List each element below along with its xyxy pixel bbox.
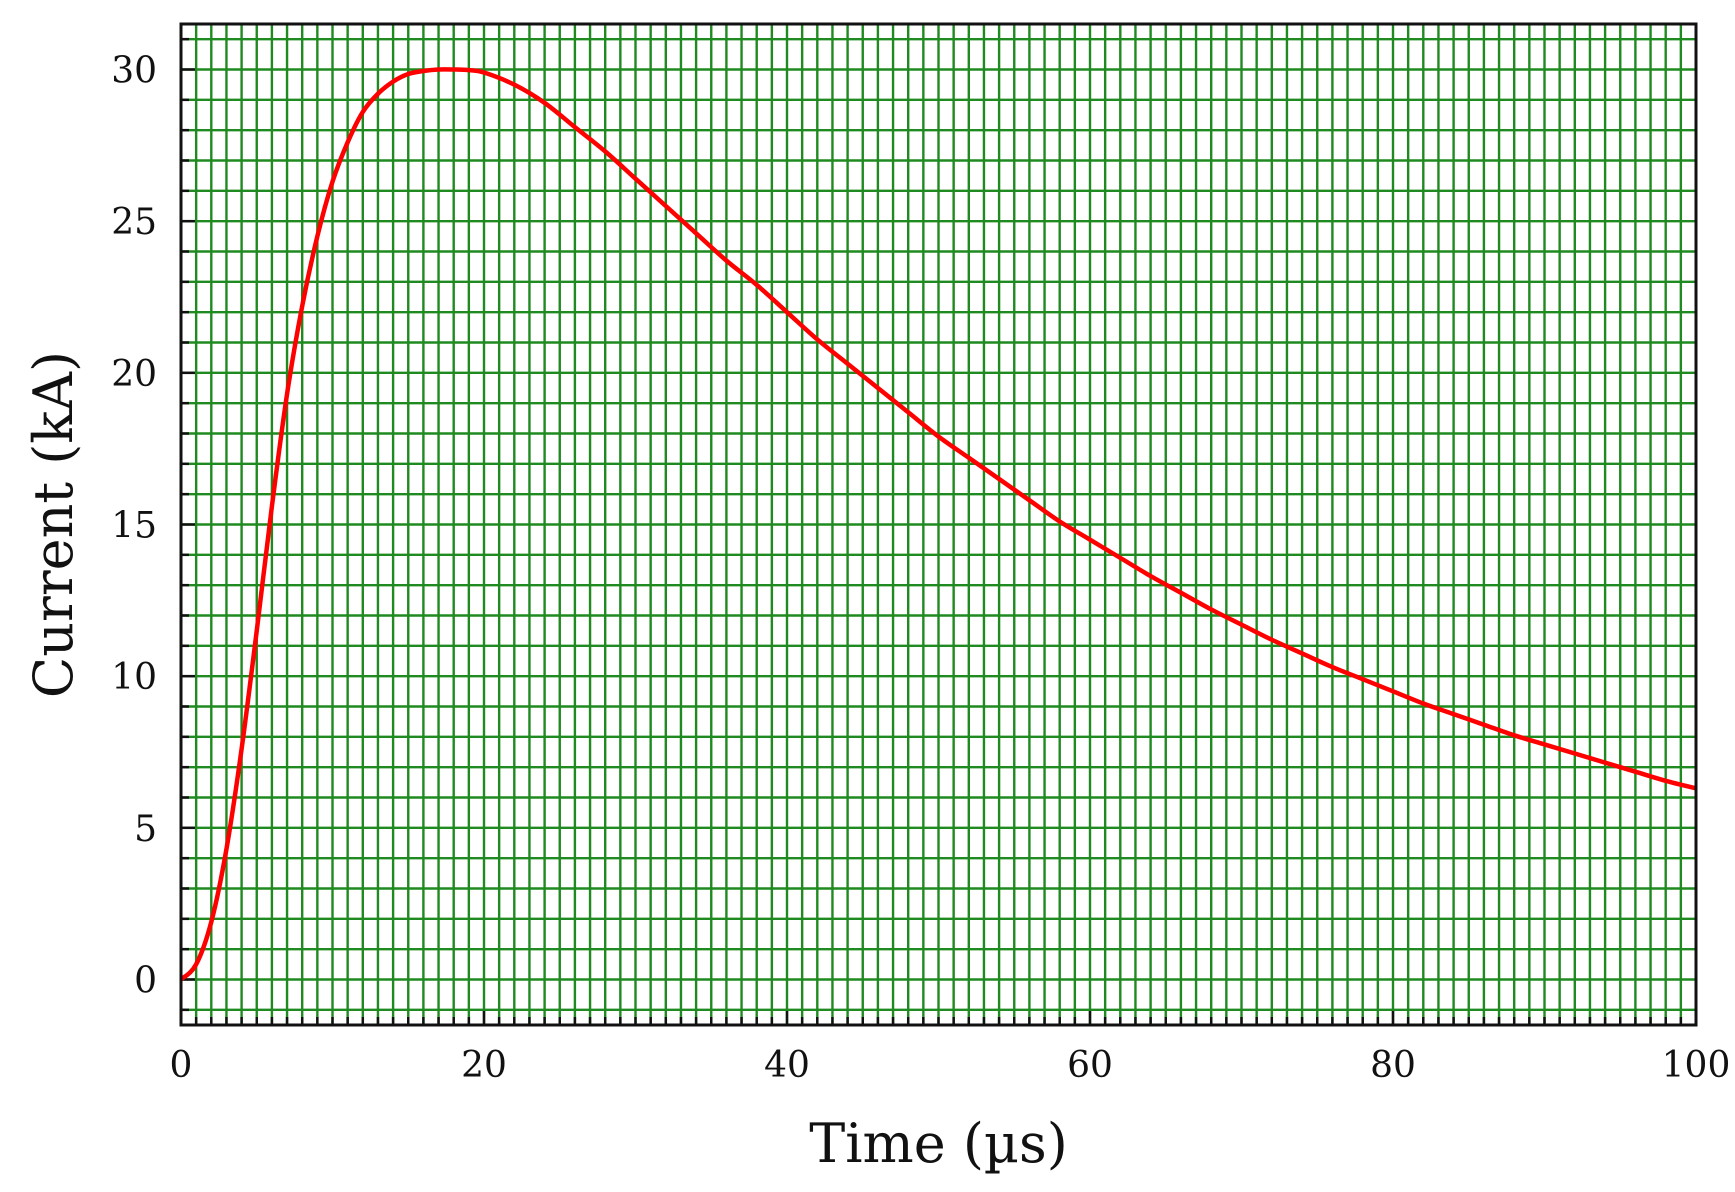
y-axis-title: Current (kA) [22,351,85,698]
x-tick-label: 80 [1370,1045,1416,1086]
x-tick-label: 40 [764,1045,810,1086]
x-tick-label: 100 [1662,1045,1731,1086]
y-tick-label: 0 [134,961,157,1002]
x-tick-label: 0 [170,1045,193,1086]
y-tick-label: 20 [111,354,157,395]
y-tick-label: 25 [111,202,157,243]
y-tick-labels: 0 5 10 15 20 25 30 [111,51,157,1002]
x-tick-label: 60 [1067,1045,1113,1086]
y-tick-label: 15 [111,506,157,547]
y-tick-label: 30 [111,51,157,92]
series-line-current [179,67,1697,982]
x-tick-labels: 0 20 40 60 80 100 [170,1045,1731,1086]
x-axis-title: Time (µs) [809,1112,1068,1175]
plot-frame [179,22,1698,1027]
y-tick-label: 10 [111,657,157,698]
y-tick-label: 5 [134,809,157,850]
data-series [179,67,1697,982]
x-tick-label: 20 [461,1045,507,1086]
grid-lines [179,24,1698,1025]
